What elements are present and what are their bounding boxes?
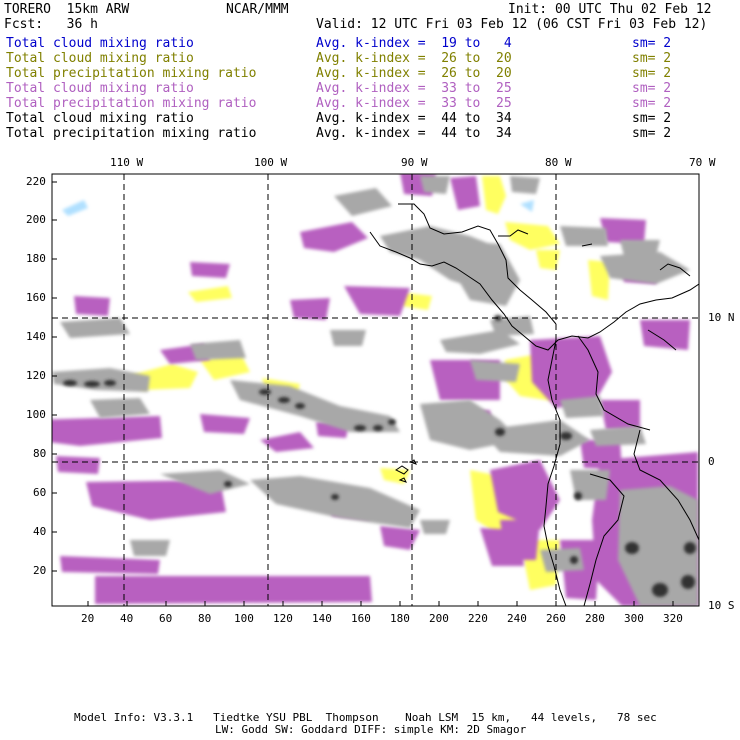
y-tick-label: 180 xyxy=(26,252,46,265)
x-tick-label: 300 xyxy=(624,612,644,625)
y-tick-label: 60 xyxy=(33,486,47,499)
x-tick-label: 160 xyxy=(351,612,371,625)
legend-kindex: Avg. k-index = 33 to 25 xyxy=(316,96,512,111)
x-tick-label: 280 xyxy=(585,612,605,625)
legend-sm: sm= 2 xyxy=(632,81,672,96)
legend-kindex: Avg. k-index = 33 to 25 xyxy=(316,81,512,96)
legend-field: Total cloud mixing ratio xyxy=(6,36,194,51)
x-tick-label: 80 xyxy=(198,612,212,625)
tick-marks xyxy=(52,181,674,606)
legend-kindex: Avg. k-index = 19 to 4 xyxy=(316,36,512,51)
y-tick-label: 140 xyxy=(26,330,46,343)
x-tick-label: 200 xyxy=(429,612,449,625)
legend-sm: sm= 2 xyxy=(632,51,672,66)
lat-lon-grid xyxy=(52,174,699,606)
cyan-field xyxy=(62,200,534,216)
y-tick-label: 80 xyxy=(33,447,47,460)
legend-sm: sm= 2 xyxy=(632,126,672,141)
legend-sm: sm= 2 xyxy=(632,111,672,126)
lon-label: 90 W xyxy=(401,156,428,169)
x-tick-label: 260 xyxy=(546,612,566,625)
legend-field: Total cloud mixing ratio xyxy=(6,81,194,96)
y-tick-label: 120 xyxy=(26,369,46,382)
valid-time: Valid: 12 UTC Fri 03 Feb 12 (06 CST Fri … xyxy=(316,17,708,32)
legend-field: Total precipitation mixing ratio xyxy=(6,96,257,111)
y-tick-label: 100 xyxy=(26,408,46,421)
lat-label: 10 N xyxy=(708,311,735,324)
y-tick-label: 160 xyxy=(26,291,46,304)
legend-sm: sm= 2 xyxy=(632,96,672,111)
y-tick-label: 40 xyxy=(33,525,47,538)
y-tick-label: 220 xyxy=(26,175,46,188)
legend-kindex: Avg. k-index = 44 to 34 xyxy=(316,126,512,141)
x-tick-label: 60 xyxy=(159,612,173,625)
model-title: TORERO 15km ARW xyxy=(4,2,130,17)
x-tick-label: 140 xyxy=(312,612,332,625)
lon-label: 70 W xyxy=(689,156,716,169)
lon-label: 110 W xyxy=(110,156,144,169)
x-tick-label: 20 xyxy=(81,612,95,625)
x-tick-label: 40 xyxy=(120,612,134,625)
lon-label: 100 W xyxy=(254,156,288,169)
legend-sm: sm= 2 xyxy=(632,36,672,51)
legend-kindex: Avg. k-index = 26 to 20 xyxy=(316,51,512,66)
x-tick-label: 100 xyxy=(234,612,254,625)
lon-label: 80 W xyxy=(545,156,572,169)
x-tick-label: 120 xyxy=(273,612,293,625)
y-tick-label: 20 xyxy=(33,564,47,577)
x-tick-label: 320 xyxy=(663,612,683,625)
lat-label: 10 S xyxy=(708,599,735,612)
legend-sm: sm= 2 xyxy=(632,66,672,81)
model-info: Model Info: V3.3.1 Tiedtke YSU PBL Thomp… xyxy=(74,711,657,724)
legend-field: Total precipitation mixing ratio xyxy=(6,126,257,141)
forecast-hour: Fcst: 36 h xyxy=(4,17,98,32)
dark-cores xyxy=(63,315,696,597)
coastlines xyxy=(369,203,699,606)
legend-field: Total precipitation mixing ratio xyxy=(6,66,257,81)
x-tick-label: 220 xyxy=(468,612,488,625)
legend-kindex: Avg. k-index = 44 to 34 xyxy=(316,111,512,126)
gray-field xyxy=(52,176,698,606)
legend-field: Total cloud mixing ratio xyxy=(6,51,194,66)
lat-label: 0 xyxy=(708,455,715,468)
init-time: Init: 00 UTC Thu 02 Feb 12 xyxy=(508,2,712,17)
legend-kindex: Avg. k-index = 26 to 20 xyxy=(316,66,512,81)
legend-field: Total cloud mixing ratio xyxy=(6,111,194,126)
physics-info: LW: Godd SW: Goddard DIFF: simple KM: 2D… xyxy=(215,723,527,736)
y-tick-label: 200 xyxy=(26,213,46,226)
x-tick-label: 180 xyxy=(390,612,410,625)
map-frame xyxy=(51,173,700,607)
organization: NCAR/MMM xyxy=(226,2,289,17)
x-tick-label: 240 xyxy=(507,612,527,625)
